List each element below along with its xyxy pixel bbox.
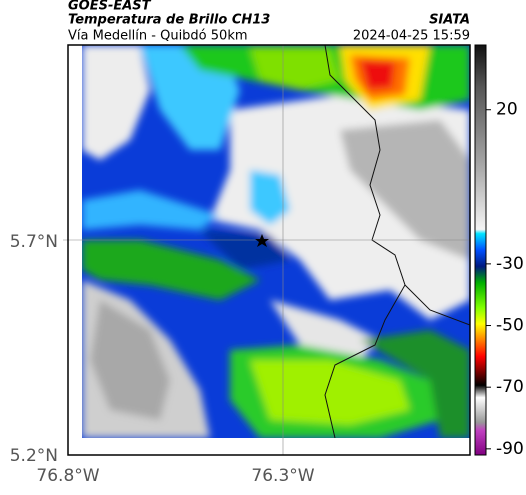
title: Temperatura de Brillo CH13 — [68, 13, 270, 28]
tick-label: -30 — [496, 254, 524, 274]
tick-label: -70 — [496, 377, 524, 397]
satellite-image — [82, 45, 470, 438]
colorbar-ticks: 20 -30 -50 -70 -90 — [486, 100, 524, 459]
subtitle: Vía Medellín - Quibdó 50km — [68, 29, 248, 44]
lon-label: 76.3°W — [251, 466, 314, 486]
colorbar — [474, 44, 487, 456]
timestamp: 2024-04-25 15:59 — [353, 29, 470, 44]
tick-label: 20 — [496, 100, 518, 120]
lon-label: 76.8°W — [36, 466, 99, 486]
source: GOES-EAST — [68, 0, 152, 14]
lat-label: 5.7°N — [10, 232, 58, 252]
tick-label: -90 — [496, 439, 524, 459]
tick-label: -50 — [496, 316, 524, 336]
lat-label: 5.2°N — [10, 446, 58, 466]
brand: SIATA — [429, 13, 470, 28]
